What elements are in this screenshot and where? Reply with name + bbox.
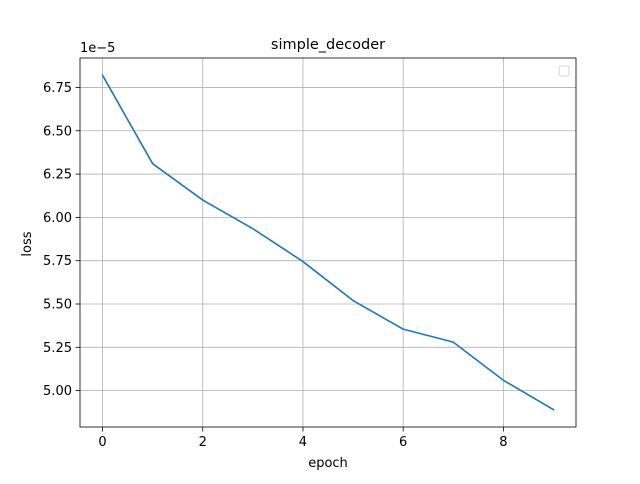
x-axis-label: epoch [308, 456, 348, 471]
y-axis-offset-label: 1e−5 [80, 41, 115, 56]
legend-box [558, 65, 570, 77]
y-tick-label: 6.25 [43, 168, 72, 183]
axis-ticks: 0 2 4 6 8 5.00 5.25 5.50 5.75 6.00 6.25 6.50 6.75 [43, 81, 507, 450]
grid-lines [80, 58, 576, 427]
y-axis-label: loss [20, 231, 35, 256]
y-tick-label: 6.75 [43, 81, 72, 96]
series-layer [101, 74, 555, 411]
y-tick-label: 5.25 [43, 341, 72, 356]
x-tick-label: 4 [299, 435, 307, 450]
x-tick-label: 0 [98, 435, 106, 450]
series-line [101, 74, 555, 411]
y-tick-label: 5.50 [43, 298, 72, 313]
legend [558, 65, 570, 77]
y-tick-label: 5.75 [43, 254, 72, 269]
chart-title: simple_decoder [271, 37, 385, 53]
y-tick-label: 6.50 [43, 124, 72, 139]
x-tick-label: 2 [199, 435, 207, 450]
x-tick-label: 6 [399, 435, 407, 450]
plot-frame [79, 57, 577, 428]
plot-area [80, 58, 576, 427]
y-tick-label: 5.00 [43, 384, 72, 399]
x-tick-label: 8 [499, 435, 507, 450]
y-tick-label: 6.00 [43, 211, 72, 226]
